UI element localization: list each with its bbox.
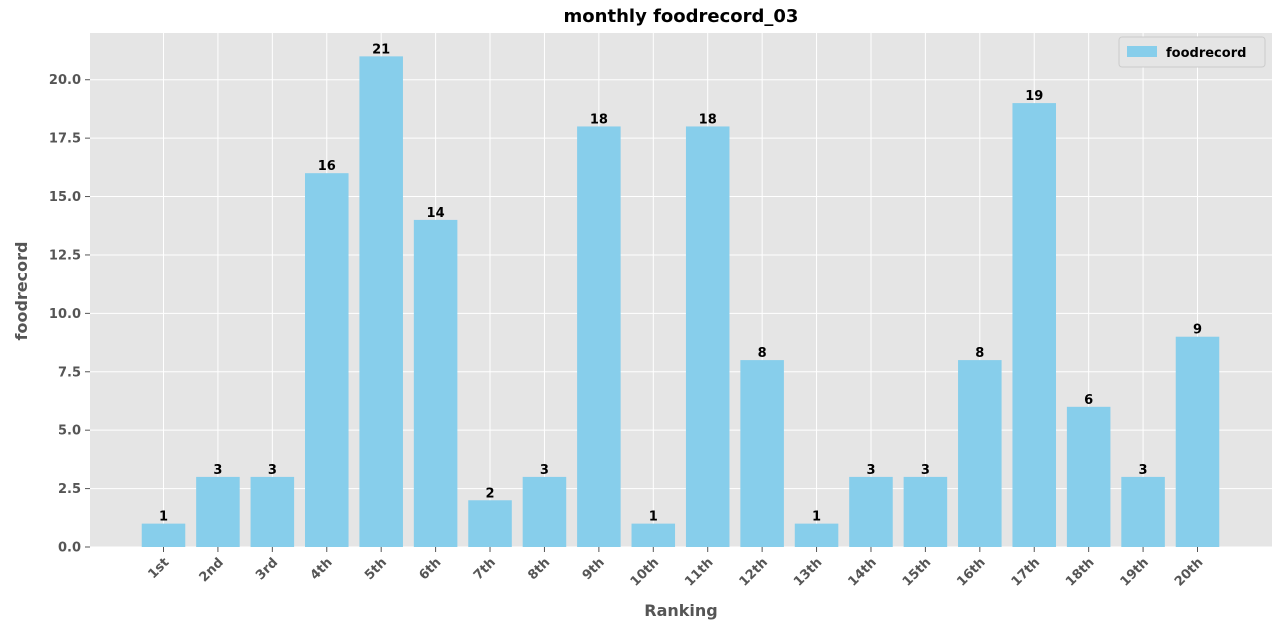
x-tick-label: 16th bbox=[954, 555, 988, 589]
bars bbox=[141, 56, 1220, 548]
y-tick-label: 17.5 bbox=[49, 132, 81, 147]
data-label: 1 bbox=[649, 510, 658, 525]
bar bbox=[413, 219, 458, 547]
x-tick-label: 15th bbox=[900, 555, 934, 589]
x-tick-label: 12th bbox=[737, 555, 771, 589]
x-tick-label: 17th bbox=[1009, 555, 1043, 589]
data-label: 8 bbox=[975, 346, 984, 361]
legend-swatch bbox=[1127, 46, 1157, 57]
data-label: 3 bbox=[866, 463, 875, 478]
data-label: 8 bbox=[758, 346, 767, 361]
x-tick-label: 6th bbox=[416, 555, 444, 583]
x-tick-label: 4th bbox=[308, 555, 336, 583]
chart-title: monthly foodrecord_03 bbox=[564, 6, 799, 27]
data-label: 18 bbox=[590, 112, 608, 127]
x-tick-label: 7th bbox=[471, 555, 499, 583]
legend-label: foodrecord bbox=[1166, 46, 1246, 61]
data-label: 21 bbox=[372, 42, 390, 57]
data-label: 18 bbox=[699, 112, 717, 127]
x-tick-label: 1st bbox=[145, 555, 172, 582]
bar bbox=[1066, 406, 1111, 547]
y-tick-label: 12.5 bbox=[49, 248, 81, 263]
legend-box bbox=[1118, 36, 1266, 68]
data-label: 3 bbox=[268, 463, 277, 478]
x-axis-label: Ranking bbox=[644, 601, 717, 620]
bar bbox=[1012, 103, 1057, 547]
x-tick-label: 19th bbox=[1118, 555, 1152, 589]
bar bbox=[903, 476, 948, 547]
y-tick-label: 15.0 bbox=[49, 190, 81, 205]
bar bbox=[196, 476, 240, 547]
x-tick-label: 2nd bbox=[197, 555, 227, 585]
bar bbox=[1121, 476, 1165, 547]
bar bbox=[740, 360, 784, 547]
data-label: 1 bbox=[812, 510, 821, 525]
data-label: 6 bbox=[1084, 393, 1093, 408]
bar bbox=[577, 126, 621, 548]
bar bbox=[468, 500, 512, 547]
bar bbox=[794, 523, 839, 547]
y-axis-label: foodrecord bbox=[12, 242, 31, 341]
bar bbox=[631, 523, 676, 547]
x-tick-label: 13th bbox=[791, 555, 825, 589]
y-axis-ticks: 0.0 2.5 5.0 7.5 10.0 12.5 15.0 17.5 20.0 bbox=[49, 73, 90, 556]
bar bbox=[958, 360, 1002, 547]
bar bbox=[685, 126, 730, 548]
x-tick-label: 18th bbox=[1063, 555, 1097, 589]
y-tick-label: 0.0 bbox=[58, 541, 81, 556]
bar bbox=[250, 476, 295, 547]
x-tick-label: 20th bbox=[1172, 555, 1206, 589]
data-label: 3 bbox=[540, 463, 549, 478]
data-label: 14 bbox=[427, 206, 445, 221]
x-tick-label: 14th bbox=[845, 555, 879, 589]
data-labels: 1 3 3 16 21 14 2 3 18 1 18 8 1 3 3 8 19 6 3 9 bbox=[159, 42, 1202, 524]
data-label: 16 bbox=[318, 159, 336, 174]
x-axis-ticks: 1st 2nd 3rd 4th 5th 6th 7th 8th 9th 10th 11th 12th 1… bbox=[145, 547, 1206, 590]
y-tick-label: 20.0 bbox=[49, 73, 81, 88]
bar bbox=[141, 523, 186, 547]
x-tick-label: 10th bbox=[628, 555, 662, 589]
y-tick-label: 10.0 bbox=[49, 307, 81, 322]
x-tick-label: 3rd bbox=[253, 555, 281, 583]
x-tick-label: 8th bbox=[525, 555, 553, 583]
x-tick-label: 5th bbox=[362, 555, 390, 583]
bar bbox=[304, 173, 349, 547]
bar bbox=[522, 476, 567, 547]
y-tick-label: 2.5 bbox=[58, 482, 81, 497]
data-label: 1 bbox=[159, 510, 168, 525]
data-label: 2 bbox=[486, 486, 495, 501]
legend: foodrecord bbox=[1118, 36, 1266, 68]
data-label: 3 bbox=[213, 463, 222, 478]
data-label: 19 bbox=[1025, 89, 1043, 104]
data-label: 3 bbox=[921, 463, 930, 478]
bar bbox=[849, 476, 893, 547]
data-label: 9 bbox=[1193, 323, 1202, 338]
data-label: 3 bbox=[1139, 463, 1148, 478]
y-tick-label: 7.5 bbox=[58, 365, 81, 380]
y-tick-label: 5.0 bbox=[58, 424, 81, 439]
bar bbox=[359, 56, 403, 547]
x-tick-label: 11th bbox=[682, 555, 716, 589]
x-tick-label: 9th bbox=[580, 555, 608, 583]
bar bbox=[1175, 336, 1220, 547]
